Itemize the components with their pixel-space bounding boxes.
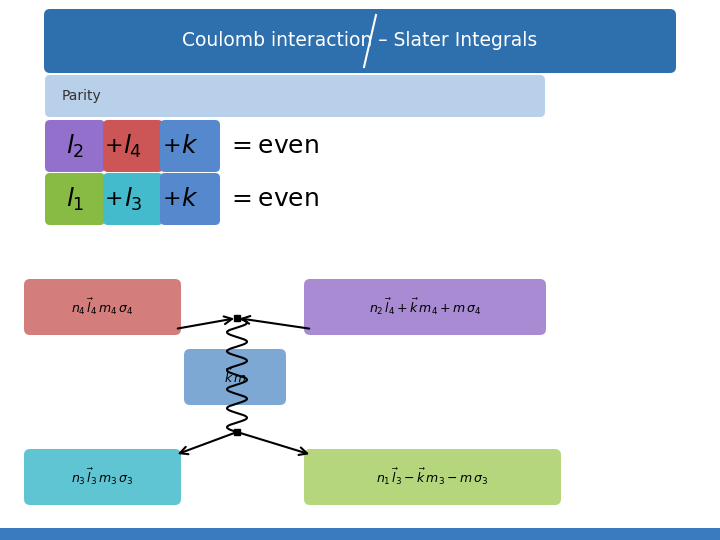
Text: $n_4\,\vec{l}_4\,m_4\,\sigma_4$: $n_4\,\vec{l}_4\,m_4\,\sigma_4$ [71, 297, 134, 317]
FancyBboxPatch shape [103, 173, 163, 225]
Text: $k$: $k$ [181, 187, 199, 211]
Text: $= \mathrm{even}$: $= \mathrm{even}$ [227, 134, 319, 158]
FancyBboxPatch shape [44, 9, 676, 73]
FancyBboxPatch shape [160, 120, 220, 172]
Text: Parity: Parity [62, 89, 102, 103]
Text: Coulomb interaction – Slater Integrals: Coulomb interaction – Slater Integrals [182, 31, 538, 51]
FancyBboxPatch shape [45, 173, 105, 225]
Text: $+$: $+$ [162, 136, 180, 156]
Text: $\vec{k}\,m$: $\vec{k}\,m$ [224, 368, 246, 386]
FancyBboxPatch shape [24, 449, 181, 505]
FancyBboxPatch shape [24, 279, 181, 335]
Text: $+$: $+$ [104, 136, 122, 156]
Text: $+$: $+$ [104, 189, 122, 209]
FancyBboxPatch shape [184, 349, 286, 405]
Text: $n_3\,\vec{l}_3\,m_3\,\sigma_3$: $n_3\,\vec{l}_3\,m_3\,\sigma_3$ [71, 467, 134, 487]
Text: $l_1$: $l_1$ [66, 185, 84, 213]
Text: $n_2\,\vec{l}_4+\vec{k}\,m_4+m\,\sigma_4$: $n_2\,\vec{l}_4+\vec{k}\,m_4+m\,\sigma_4… [369, 297, 481, 317]
Bar [0, 528, 720, 540]
Text: $+$: $+$ [162, 189, 180, 209]
Text: $k$: $k$ [181, 134, 199, 158]
FancyBboxPatch shape [304, 279, 546, 335]
FancyBboxPatch shape [160, 173, 220, 225]
FancyBboxPatch shape [103, 120, 163, 172]
Text: $n_1\,\vec{l}_3-\vec{k}\,m_3-m\,\sigma_3$: $n_1\,\vec{l}_3-\vec{k}\,m_3-m\,\sigma_3… [377, 467, 489, 487]
Text: $l_3$: $l_3$ [124, 185, 143, 213]
Text: $= \mathrm{even}$: $= \mathrm{even}$ [227, 187, 319, 211]
FancyBboxPatch shape [45, 75, 545, 117]
FancyBboxPatch shape [45, 120, 105, 172]
Text: $l_4$: $l_4$ [123, 132, 143, 160]
Text: $l_2$: $l_2$ [66, 132, 84, 160]
FancyBboxPatch shape [304, 449, 561, 505]
